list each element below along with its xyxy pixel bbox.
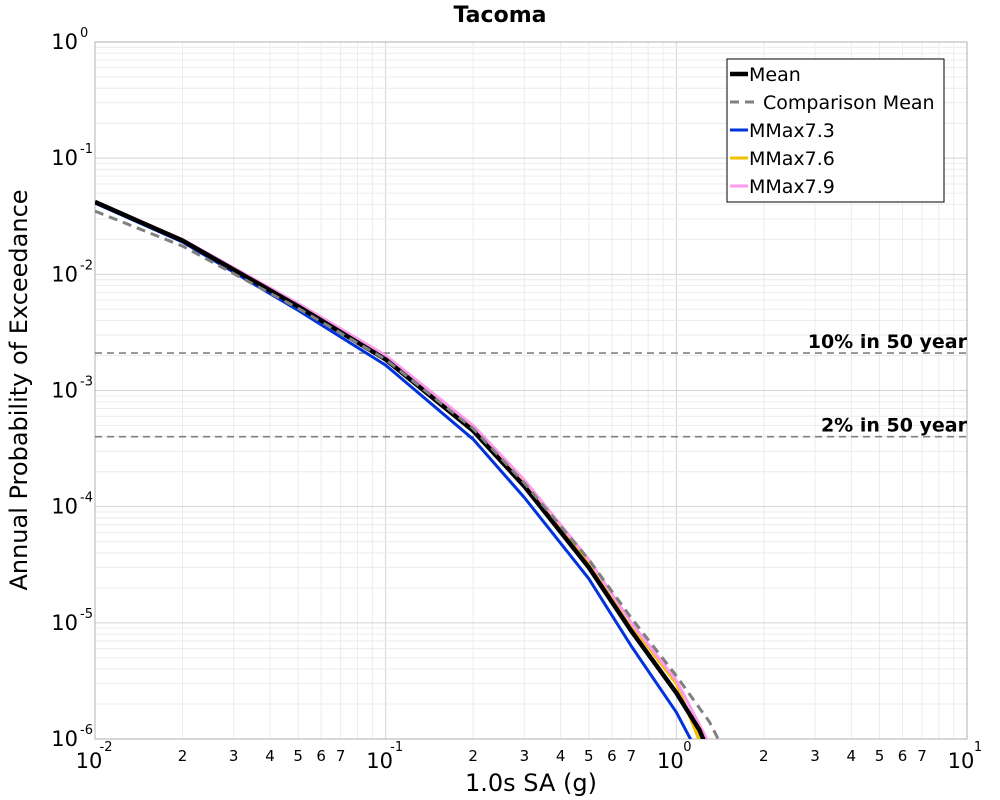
x-tick-label: 10 — [657, 749, 684, 773]
legend-label: MMax7.6 — [749, 148, 835, 170]
y-tick-label: 10 — [51, 379, 78, 403]
x-minor-tick-label: 6 — [898, 747, 908, 765]
x-tick-label: 10 — [76, 749, 103, 773]
x-minor-tick-label: 5 — [293, 747, 303, 765]
x-minor-tick-label: 4 — [556, 747, 566, 765]
x-minor-tick-label: 7 — [336, 747, 346, 765]
reference-lines: 10% in 50 year 2% in 50 year — [95, 331, 968, 438]
y-tick-exponent: -3 — [80, 375, 93, 390]
x-minor-tick-label: 5 — [584, 747, 594, 765]
legend: Mean Comparison Mean MMax7.3 MMax7.6 MMax7.9 — [726, 58, 945, 203]
y-tick-exponent: -6 — [80, 723, 93, 738]
y-tick-exponent: -5 — [80, 607, 93, 622]
x-tick-label: 10 — [948, 749, 975, 773]
x-axis-label: 1.0s SA (g) — [465, 769, 597, 797]
x-minor-tick-label: 2 — [759, 747, 769, 765]
x-minor-tick-label: 3 — [810, 747, 820, 765]
x-tick-label: 10 — [366, 749, 393, 773]
x-minor-tick-label: 4 — [847, 747, 857, 765]
y-tick-label: 10 — [51, 727, 78, 751]
x-minor-tick-label: 6 — [607, 747, 617, 765]
reference-line-label: 10% in 50 year — [808, 331, 968, 353]
x-minor-tick-label: 2 — [468, 747, 478, 765]
x-tick-exponent: 1 — [974, 740, 982, 755]
y-tick-label: 10 — [51, 611, 78, 635]
legend-label: MMax7.9 — [749, 176, 835, 198]
x-minor-tick-label: 3 — [520, 747, 530, 765]
y-tick-exponent: -4 — [80, 491, 93, 506]
x-tick-exponent: -2 — [100, 740, 113, 755]
x-minor-tick-label: 7 — [627, 747, 637, 765]
y-tick-exponent: -2 — [80, 258, 93, 273]
y-tick-label: 10 — [51, 262, 78, 286]
series-line-mmax7-9 — [95, 200, 709, 739]
legend-label: MMax7.3 — [749, 120, 835, 142]
x-tick-exponent: 0 — [683, 740, 691, 755]
y-tick-label: 10 — [51, 30, 78, 54]
legend-label: Comparison Mean — [763, 92, 935, 114]
reference-line-label: 2% in 50 year — [821, 415, 968, 437]
y-tick-exponent: -1 — [80, 142, 93, 157]
x-minor-tick-label: 2 — [178, 747, 188, 765]
y-axis-label: Annual Probability of Exceedance — [5, 189, 33, 590]
chart-title: Tacoma — [454, 3, 547, 28]
series-line-mmax7-3 — [95, 201, 693, 739]
x-minor-tick-label: 4 — [265, 747, 275, 765]
y-tick-label: 10 — [51, 146, 78, 170]
series-line-mmax7-6 — [95, 200, 701, 739]
grid-lines — [95, 42, 967, 739]
y-tick-label: 10 — [51, 495, 78, 519]
series-line-mean — [95, 199, 706, 739]
x-minor-tick-label: 7 — [917, 747, 927, 765]
x-tick-exponent: -1 — [390, 740, 403, 755]
legend-box — [726, 58, 945, 203]
series-lines — [95, 199, 720, 739]
legend-label: Mean — [749, 64, 801, 86]
series-line-comparison-mean — [95, 209, 720, 739]
y-tick-exponent: 0 — [80, 26, 88, 41]
x-minor-tick-label: 6 — [316, 747, 326, 765]
x-minor-tick-label: 3 — [229, 747, 239, 765]
x-minor-tick-label: 5 — [875, 747, 885, 765]
plot-area — [94, 41, 968, 740]
